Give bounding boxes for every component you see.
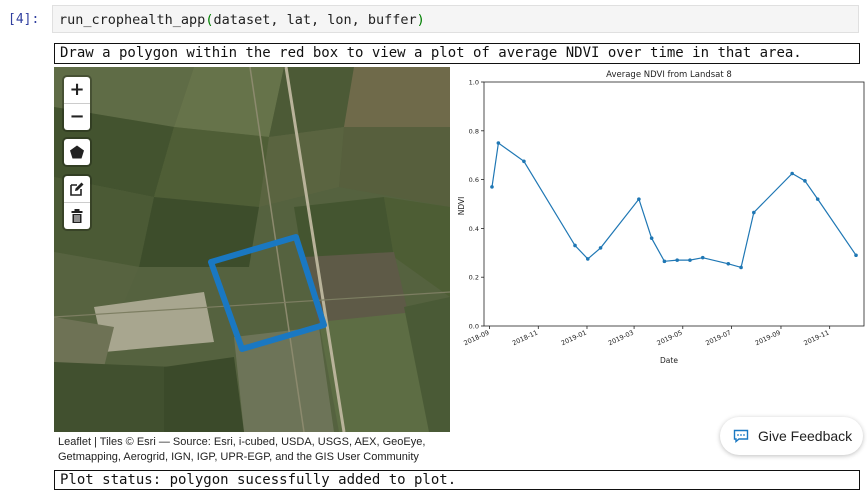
code-cell[interactable]: run_crophealth_app(dataset, lat, lon, bu…	[52, 5, 859, 33]
y-tick-label-2: 0.4	[469, 225, 479, 233]
data-point-5	[598, 246, 603, 250]
polygon-icon	[70, 145, 84, 159]
data-point-12	[726, 261, 731, 266]
y-tick-label-4: 0.8	[469, 127, 479, 135]
edit-icon	[70, 182, 84, 196]
data-point-1	[496, 141, 501, 145]
draw-toolbar	[64, 139, 90, 165]
plot-frame	[483, 81, 865, 327]
code-function: run_crophealth_app	[59, 12, 206, 28]
chart-title: Average NDVI from Landsat 8	[606, 70, 732, 80]
plot-status-text: Plot status: polygon sucessfully added t…	[54, 470, 860, 490]
x-tick-label-4: 2019-05	[656, 329, 684, 348]
data-point-18	[854, 253, 858, 258]
y-tick-label-3: 0.6	[469, 176, 479, 184]
give-feedback-button[interactable]: Give Feedback	[720, 417, 863, 455]
data-point-0	[490, 185, 494, 189]
give-feedback-label: Give Feedback	[758, 428, 853, 444]
x-tick-label-7: 2019-11	[803, 329, 831, 348]
data-point-11	[700, 255, 705, 260]
data-point-6	[637, 197, 641, 201]
zoom-out-button[interactable]: −	[64, 103, 90, 130]
feedback-icon	[733, 429, 749, 443]
x-axis-label: Date	[660, 356, 678, 365]
y-tick-label-0: 0.0	[469, 323, 479, 331]
x-tick-label-6: 2019-09	[754, 329, 782, 348]
ndvi-chart: Average NDVI from Landsat 8 NDVI Date 0.…	[457, 70, 865, 365]
data-point-16	[803, 179, 807, 183]
attribution-line-2: Getmapping, Aerogrid, IGN, IGP, UPR-EGP,…	[58, 451, 419, 463]
x-tick-label-0: 2018-09	[462, 329, 490, 348]
drawn-polygon	[208, 234, 327, 352]
x-tick-label-5: 2019-07	[704, 329, 732, 348]
data-point-13	[739, 265, 743, 270]
code-close-paren: )	[416, 12, 425, 28]
data-point-7	[649, 236, 654, 240]
x-tick-label-2: 2019-01	[560, 329, 588, 348]
data-point-15	[790, 171, 794, 176]
plot-area: 0.0 0.2 0.4 0.6 0.8 1.0 2018-09 2018-11 2019-01 2…	[462, 79, 865, 348]
x-tick-label-1: 2018-11	[511, 329, 539, 348]
edit-toolbar	[64, 176, 90, 229]
data-point-4	[585, 257, 590, 261]
zoom-in-button[interactable]: +	[69, 79, 85, 100]
attribution-line-1: Leaflet | Tiles © Esri — Source: Esri, i…	[58, 436, 426, 448]
data-point-14	[752, 210, 756, 215]
data-point-17	[815, 197, 820, 201]
aerial-imagery	[54, 67, 450, 432]
draw-polygon-button[interactable]	[64, 139, 90, 165]
data-point-8	[662, 259, 667, 264]
code-arguments: dataset, lat, lon, buffer	[213, 12, 417, 28]
code-open-paren: (	[205, 12, 214, 28]
data-point-10	[688, 258, 692, 262]
delete-layers-button[interactable]	[64, 202, 90, 229]
x-tick-label-3: 2019-03	[607, 329, 635, 348]
data-point-2	[522, 159, 526, 164]
trash-icon	[71, 209, 83, 223]
satellite-map[interactable]: + −	[54, 67, 450, 432]
y-axis-label: NDVI	[457, 197, 466, 216]
edit-layers-button[interactable]	[64, 176, 90, 202]
instruction-text: Draw a polygon within the red box to vie…	[54, 43, 860, 64]
y-tick-label-5: 1.0	[469, 79, 479, 87]
map-attribution: Leaflet | Tiles © Esri — Source: Esri, i…	[58, 435, 453, 465]
data-point-3	[573, 243, 577, 248]
data-point-9	[675, 258, 679, 262]
zoom-control: + −	[64, 77, 90, 130]
cell-prompt: [4]:	[8, 12, 40, 27]
y-tick-label-1: 0.2	[469, 274, 479, 282]
